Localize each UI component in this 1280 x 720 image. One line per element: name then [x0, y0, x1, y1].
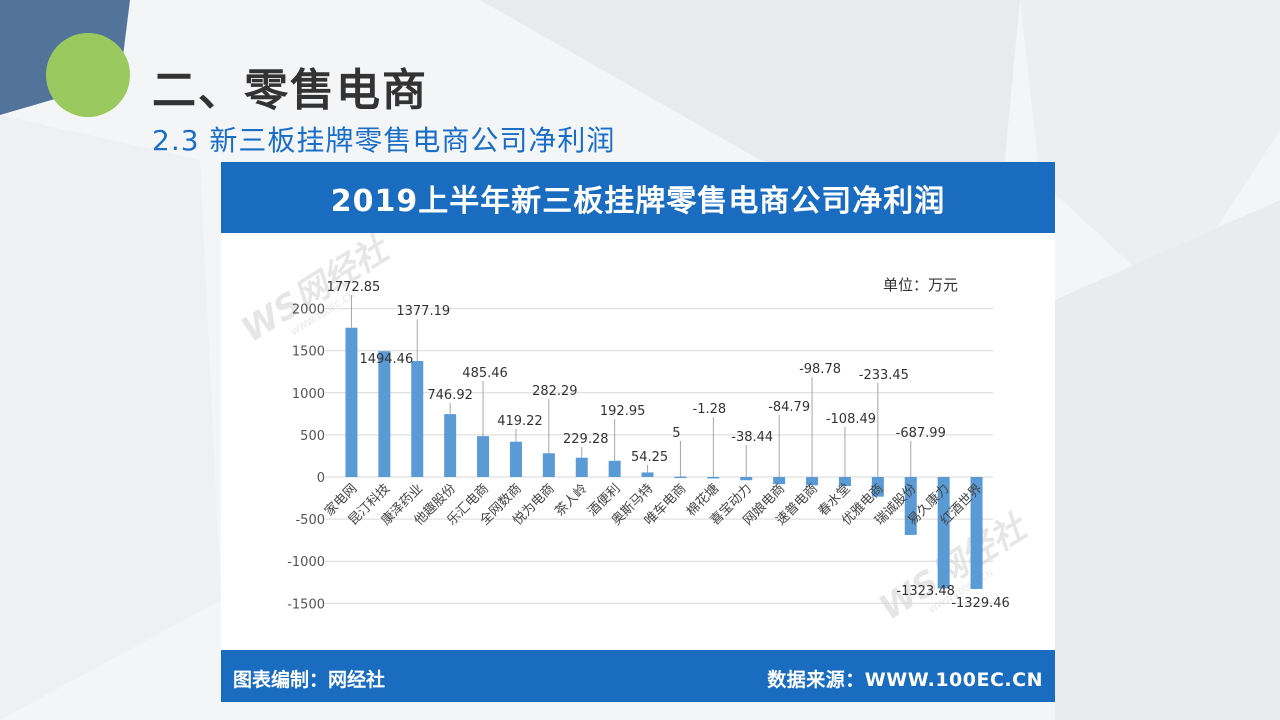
bar: [608, 460, 621, 477]
bar: [575, 457, 588, 477]
footer-source: 数据来源：WWW.100EC.CN: [767, 669, 1043, 691]
data-label: 229.28: [563, 432, 609, 447]
data-label: -1.28: [693, 402, 727, 417]
unit-label: 单位：万元: [883, 276, 959, 294]
bar: [345, 327, 358, 477]
x-tick-label: 茶人岭: [552, 481, 591, 520]
data-label: -687.99: [896, 426, 946, 441]
bar: [707, 477, 720, 479]
chart-header-title: 2019上半年新三板挂牌零售电商公司净利润: [221, 162, 1055, 233]
bar: [970, 477, 983, 589]
bar: [674, 476, 687, 479]
data-label: -108.49: [826, 412, 876, 427]
bar: [641, 472, 654, 477]
y-tick-label: 1500: [292, 345, 325, 360]
bar: [477, 436, 490, 477]
bar: [378, 351, 391, 477]
page-subtitle: 2.3 新三板挂牌零售电商公司净利润: [152, 124, 616, 157]
page-title: 二、零售电商: [152, 65, 428, 116]
bar: [411, 361, 424, 477]
bar: [740, 477, 753, 481]
chart-card: 2019上半年新三板挂牌零售电商公司净利润 单位：万元 WS网经社 WWW.100…: [221, 162, 1055, 702]
data-label: 192.95: [600, 404, 646, 419]
chart-footer: 图表编制：网经社 数据来源：WWW.100EC.CN: [221, 650, 1055, 702]
data-label: -98.78: [799, 362, 841, 377]
data-label: -233.45: [859, 368, 909, 383]
y-tick-label: -500: [295, 513, 325, 528]
data-label: 1377.19: [396, 304, 450, 319]
data-label: 746.92: [427, 388, 473, 403]
data-label: 419.22: [497, 414, 543, 429]
data-label: 485.46: [462, 366, 508, 381]
data-label: 54.25: [631, 450, 668, 465]
bar: [806, 477, 819, 486]
bar: [871, 477, 884, 497]
data-label: -84.79: [768, 400, 810, 415]
data-label: -1329.46: [951, 596, 1009, 611]
bar: [838, 477, 851, 487]
y-tick-label: -1500: [287, 597, 325, 612]
data-label: 5: [672, 426, 680, 441]
bar: [773, 477, 786, 485]
data-label: 1494.46: [359, 352, 413, 367]
data-label: 1772.85: [327, 280, 381, 295]
data-label: -1323.48: [896, 584, 954, 599]
bar: [444, 414, 457, 477]
y-tick-label: 2000: [292, 303, 325, 318]
bar: [904, 477, 917, 535]
y-tick-label: 0: [317, 471, 325, 486]
bar: [937, 477, 950, 589]
y-tick-label: 500: [300, 429, 325, 444]
y-tick-label: 1000: [292, 387, 325, 402]
bar: [509, 441, 522, 477]
data-label: -38.44: [731, 430, 773, 445]
bar: [542, 453, 555, 477]
y-tick-label: -1000: [287, 555, 325, 570]
data-label: 282.29: [532, 384, 578, 399]
footer-credit: 图表编制：网经社: [233, 669, 386, 691]
